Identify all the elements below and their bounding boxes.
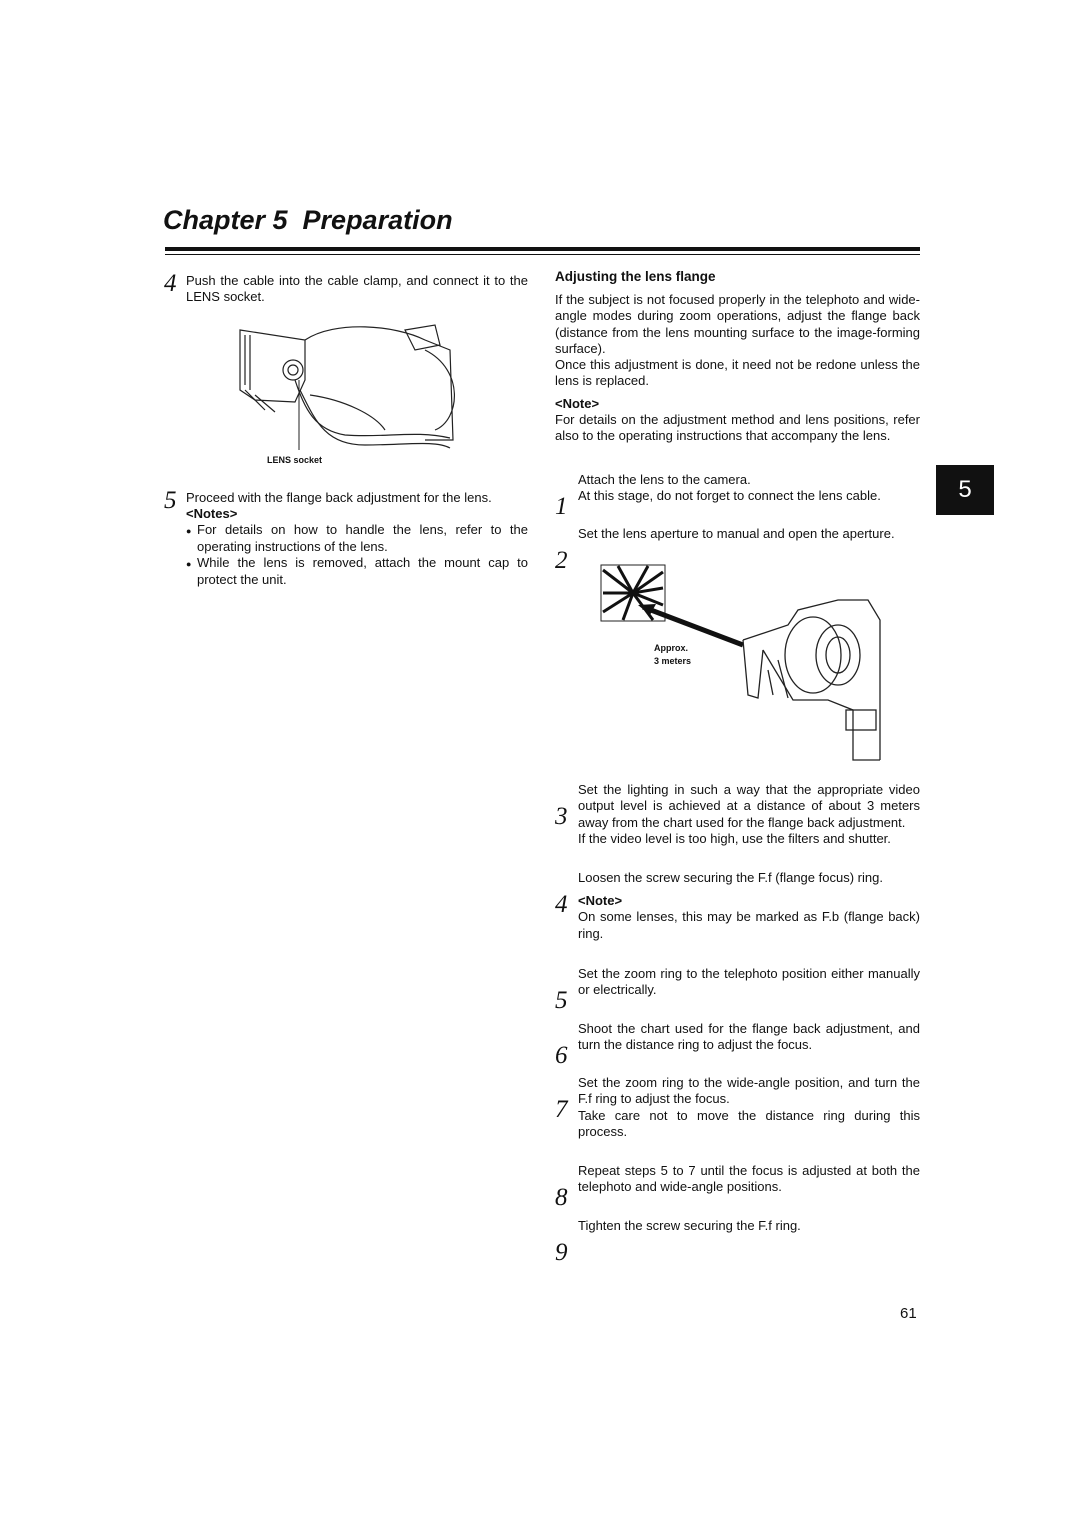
notes-heading: <Notes> xyxy=(186,506,238,521)
step-number: 5 xyxy=(555,987,568,1014)
step-text: Loosen the screw securing the F.f (flang… xyxy=(578,870,883,885)
chapter-title: Chapter 5 Preparation xyxy=(163,205,453,235)
paragraph: If the subject is not focused properly i… xyxy=(555,292,920,357)
step-text: Proceed with the flange back adjustment … xyxy=(186,490,492,505)
note-text: On some lenses, this may be marked as F.… xyxy=(578,909,920,941)
step-number: 2 xyxy=(555,547,568,574)
note-heading: <Note> xyxy=(555,396,600,411)
step-text: Set the zoom ring to the wide-angle posi… xyxy=(578,1075,920,1107)
step-number: 4 xyxy=(164,270,177,297)
note-text: For details on the adjustment method and… xyxy=(555,412,920,444)
note-heading: <Note> xyxy=(578,893,623,908)
step-text: Set the lighting in such a way that the … xyxy=(578,782,920,830)
step-text: At this stage, do not forget to connect … xyxy=(578,488,881,503)
step-number: 8 xyxy=(555,1184,568,1211)
step-text: Tighten the screw securing the F.f ring. xyxy=(578,1218,801,1233)
flange-illustration xyxy=(600,564,881,761)
step-text: Take care not to move the distance ring … xyxy=(578,1108,920,1140)
chapter-tab: 5 xyxy=(936,465,994,515)
rule xyxy=(165,254,920,255)
paragraph: Once this adjustment is done, it need no… xyxy=(555,357,920,389)
step-text: Repeat steps 5 to 7 until the focus is a… xyxy=(578,1163,920,1195)
step-number: 9 xyxy=(555,1239,568,1266)
step-number: 6 xyxy=(555,1042,568,1069)
lens-socket-illustration xyxy=(239,324,455,450)
step-text: Shoot the chart used for the flange back… xyxy=(578,1021,920,1053)
step-text: Attach the lens to the camera. xyxy=(578,472,751,487)
figure-label: Approx. xyxy=(654,643,689,653)
note-bullet: For details on how to handle the lens, r… xyxy=(186,522,528,556)
step-number: 4 xyxy=(555,891,568,918)
step-text: If the video level is too high, use the … xyxy=(578,831,891,846)
step-number: 1 xyxy=(555,493,568,520)
section-heading: Adjusting the lens flange xyxy=(555,269,716,284)
page-number: 61 xyxy=(900,1305,917,1322)
step-text: Set the lens aperture to manual and open… xyxy=(578,526,895,541)
step-text: Push the cable into the cable clamp, and… xyxy=(186,273,528,305)
rule xyxy=(165,247,920,251)
step-number: 7 xyxy=(555,1096,568,1123)
step-number: 5 xyxy=(164,487,177,514)
note-bullet: While the lens is removed, attach the mo… xyxy=(186,555,528,589)
step-number: 3 xyxy=(555,803,568,830)
figure-label: 3 meters xyxy=(654,656,692,666)
step-text: Set the zoom ring to the telephoto posit… xyxy=(578,966,920,998)
figure-label: LENS socket xyxy=(267,455,323,465)
